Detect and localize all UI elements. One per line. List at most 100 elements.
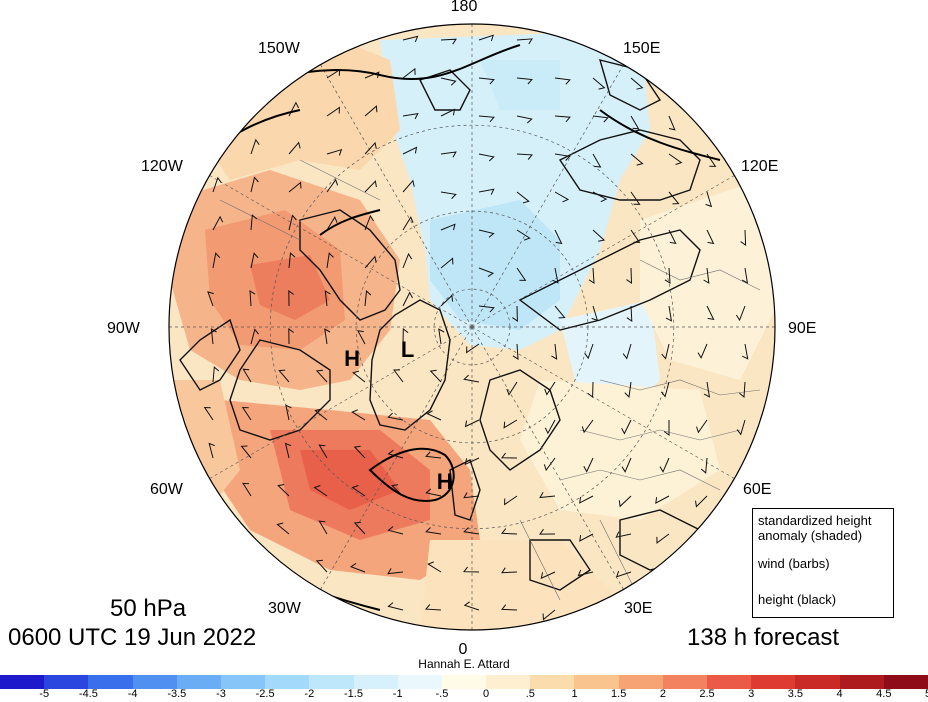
- wind-barb: [478, 188, 495, 195]
- wind-barb: [512, 305, 518, 322]
- colorbar-swatch: [618, 675, 663, 689]
- wind-barb: [579, 495, 594, 504]
- wind-barb: [364, 180, 377, 193]
- wind-barb: [324, 290, 331, 307]
- wind-barb: [425, 451, 442, 459]
- wind-barb: [402, 328, 409, 345]
- latitude-circle: [269, 124, 675, 530]
- wind-barb: [351, 485, 366, 497]
- wind-barb: [353, 445, 366, 459]
- wind-barb: [706, 305, 715, 321]
- wind-barb: [241, 406, 252, 421]
- wind-barb: [402, 216, 414, 231]
- meridian-line: [320, 326, 473, 590]
- wind-barb: [506, 381, 518, 396]
- author-credit: Hannah E. Attard: [418, 657, 510, 671]
- wind-barb: [326, 178, 339, 193]
- colorbar-tick-label: -5: [39, 688, 50, 700]
- valid-time-label: 0600 UTC 19 Jun 2022: [8, 624, 257, 651]
- colorbar-tick-label: 0: [483, 688, 490, 700]
- wind-barb: [463, 527, 480, 535]
- wind-barb: [207, 291, 214, 307]
- wind-barb: [551, 343, 558, 360]
- wind-barb: [542, 609, 556, 621]
- wind-barb: [242, 482, 252, 497]
- legend-shading-line2: anomaly (shaded): [758, 528, 863, 543]
- lat-lon-grid: [169, 24, 775, 630]
- colorbar-tick-label: -4.5: [78, 688, 98, 700]
- wind-barb: [364, 290, 372, 307]
- wind-barb: [516, 229, 531, 241]
- wind-barb: [203, 406, 214, 421]
- wind-barb: [250, 252, 259, 269]
- wind-barb: [402, 35, 419, 43]
- wind-barb: [577, 569, 594, 577]
- colorbar-tick-label: -2.5: [255, 688, 275, 700]
- colorbar-tick-label: -3.5: [167, 688, 187, 700]
- wind-barb: [288, 214, 297, 231]
- wind-barb: [426, 410, 442, 421]
- colorbar-swatch: [397, 675, 442, 689]
- wind-barb: [544, 381, 556, 396]
- wind-barb: [552, 267, 559, 284]
- wind-barb: [440, 108, 456, 117]
- wind-barb: [478, 305, 495, 313]
- wind-barb: [696, 419, 708, 434]
- wind-barb: [318, 444, 328, 459]
- wind-barb: [736, 419, 746, 436]
- colorbar-tick-label: 3.5: [787, 688, 804, 700]
- wind-barb: [288, 141, 301, 155]
- wind-barb: [742, 343, 749, 360]
- wind-barb: [313, 485, 328, 497]
- lon-label-150e: 150E: [623, 40, 661, 57]
- wind-barb: [324, 328, 331, 345]
- wind-barb: [478, 229, 495, 238]
- wind-barb: [706, 229, 715, 245]
- wind-barb: [587, 381, 594, 398]
- meridian-line: [471, 326, 624, 590]
- lon-label-30e: 30E: [624, 600, 653, 617]
- colorbar-tick-label: 4.5: [876, 688, 892, 700]
- wind-barb: [250, 214, 258, 231]
- wind-barb: [668, 191, 680, 205]
- lon-label-120w: 120W: [141, 158, 183, 175]
- wind-barb: [364, 71, 380, 79]
- wind-barb: [478, 115, 495, 123]
- wind-barb: [516, 267, 527, 281]
- wind-barb: [581, 419, 594, 434]
- wind-barb: [659, 457, 670, 473]
- colorbar-swatch: [176, 675, 221, 689]
- wind-barb: [356, 330, 366, 345]
- wind-barb: [402, 252, 413, 269]
- wind-barb: [740, 229, 747, 246]
- wind-barb: [208, 442, 215, 459]
- wind-barb: [626, 305, 633, 322]
- wind-barb: [516, 153, 534, 160]
- colorbar-swatch: [839, 675, 884, 689]
- legend-wind: wind (barbs): [758, 556, 830, 571]
- colorbar-tick-label: 1.5: [611, 688, 627, 700]
- colorbar-swatch: [132, 675, 177, 689]
- wind-barb: [592, 153, 602, 168]
- colorbar-swatch: [795, 675, 840, 689]
- wind-barb: [425, 527, 442, 535]
- wind-barb: [440, 77, 457, 86]
- lon-label-60e: 60E: [743, 481, 772, 498]
- wind-barb: [621, 419, 632, 435]
- colorbar-tick-label: -2: [304, 688, 315, 700]
- wind-barb: [516, 115, 533, 124]
- wind-barb: [466, 343, 480, 354]
- wind-barb: [539, 528, 556, 535]
- meridian-line: [209, 175, 473, 328]
- colorbar-swatch: [883, 675, 928, 689]
- wind-barb: [288, 328, 294, 345]
- wind-barb: [554, 305, 566, 319]
- wind-barb: [624, 381, 632, 398]
- colorbar-tick-label: -1: [392, 688, 403, 700]
- wind-barb: [326, 148, 343, 156]
- colorbar-swatch: [441, 675, 487, 689]
- wind-barb: [387, 602, 404, 611]
- wind-barb: [630, 229, 641, 243]
- wind-barb: [697, 343, 708, 359]
- wind-barb: [592, 191, 608, 203]
